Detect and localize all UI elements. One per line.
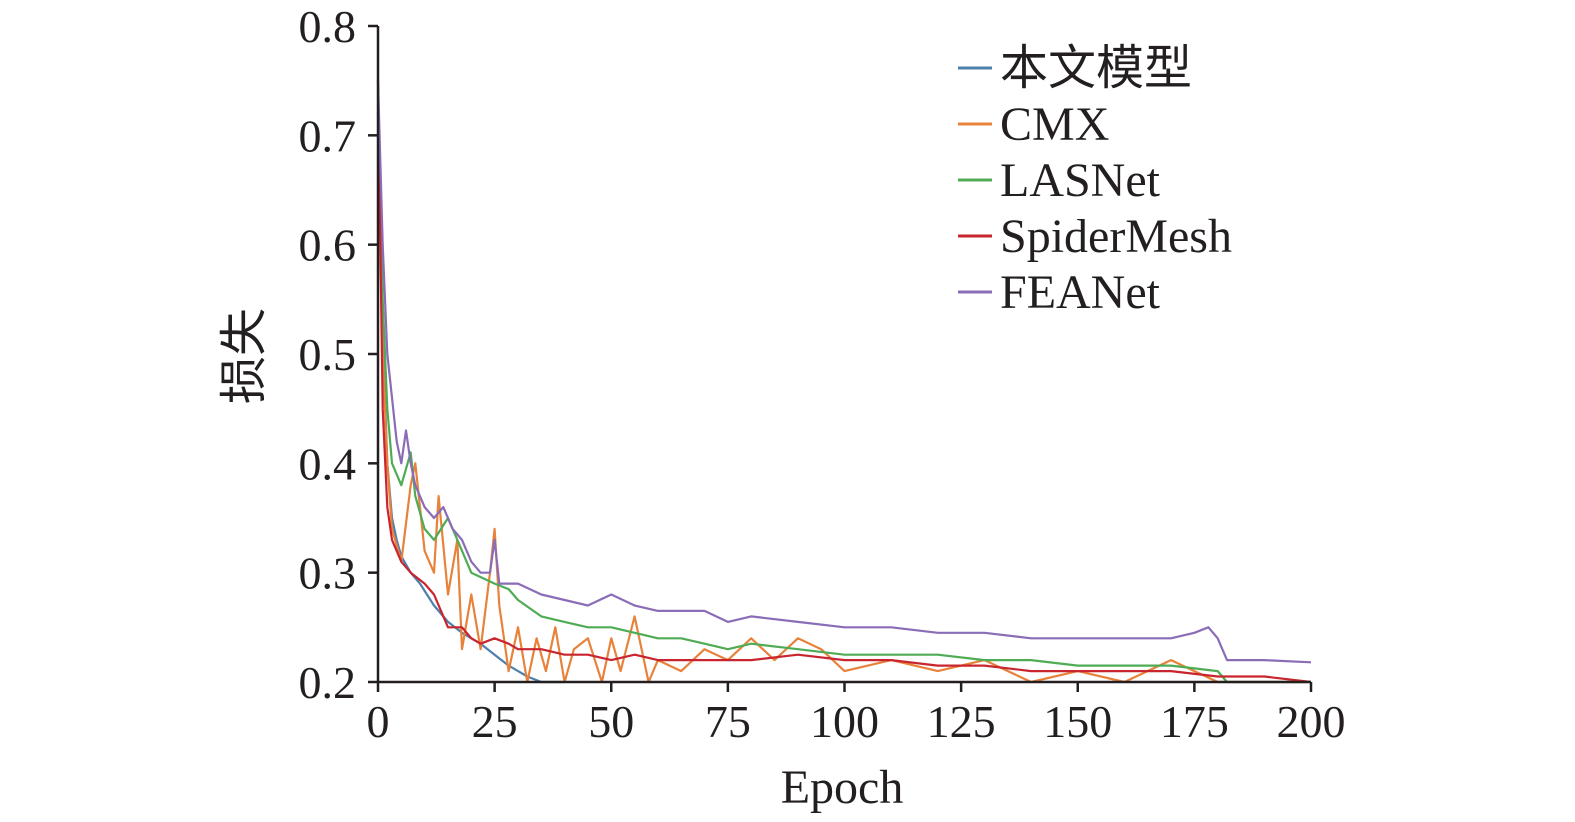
x-tick-label: 175: [1160, 696, 1229, 747]
x-tick-label: 125: [927, 696, 996, 747]
legend-label-4: FEANet: [1000, 266, 1161, 319]
x-tick-label: 100: [810, 696, 879, 747]
y-tick-label: 0.7: [299, 110, 357, 161]
x-tick-label: 0: [367, 696, 390, 747]
x-tick-label: 75: [705, 696, 751, 747]
x-tick-label: 50: [588, 696, 634, 747]
series-line-3: [376, 80, 1312, 684]
y-tick-label: 0.5: [299, 329, 357, 380]
y-tick-label: 0.6: [299, 220, 357, 271]
x-axis-label: Epoch: [781, 761, 904, 814]
legend-label-1: CMX: [1000, 98, 1109, 151]
y-tick-label: 0.8: [299, 1, 357, 52]
tick-layer: 0.2 0.3 0.4 0.5 0.6 0.7 0.8 0 25 50 75 100 125 150 175…: [299, 1, 1346, 747]
legend-label-0: 本文模型: [1000, 42, 1192, 95]
legend-label-2: LASNet: [1000, 154, 1161, 207]
x-tick-label: 150: [1043, 696, 1112, 747]
x-tick-label: 25: [472, 696, 518, 747]
y-tick-label: 0.2: [299, 657, 357, 708]
legend-label-3: SpiderMesh: [1000, 210, 1232, 263]
series-layer: [376, 80, 1312, 684]
series-line-2: [376, 113, 1311, 684]
y-axis-label: 损失: [218, 308, 271, 404]
series-line-4: [376, 80, 1312, 664]
y-tick-label: 0.3: [299, 548, 357, 599]
y-tick-label: 0.4: [299, 438, 357, 489]
x-tick-label: 200: [1277, 696, 1346, 747]
